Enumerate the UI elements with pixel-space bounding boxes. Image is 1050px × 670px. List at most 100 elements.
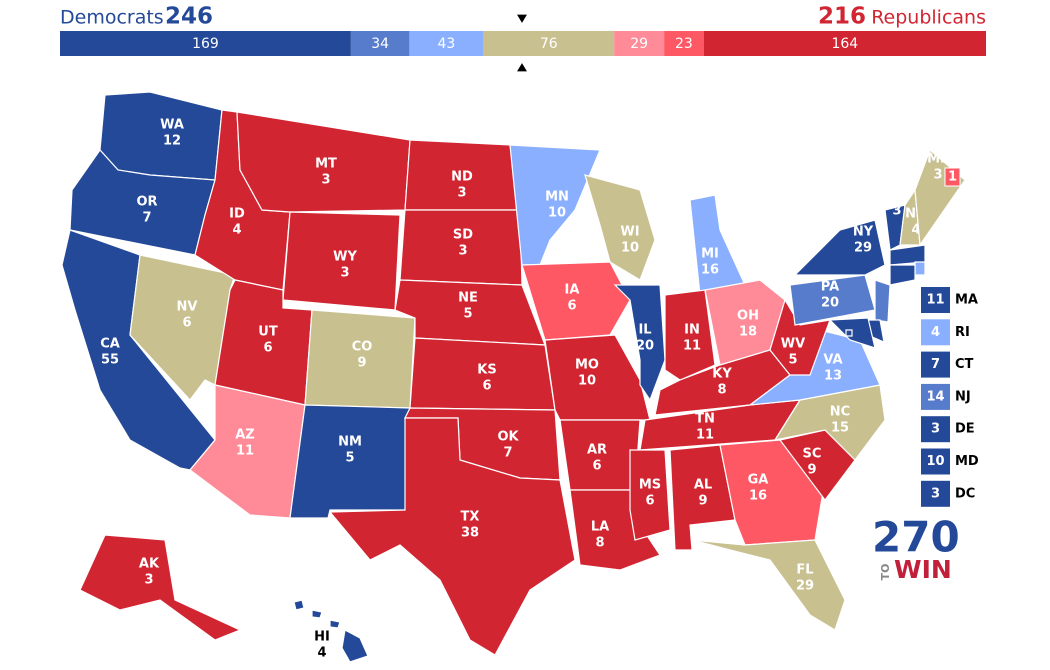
state-box	[921, 480, 950, 507]
state-abbr: ND	[451, 170, 473, 185]
marker-bottom	[514, 60, 530, 73]
state-shape	[689, 194, 746, 296]
state-box	[921, 287, 950, 313]
state-abbr: SC	[803, 447, 822, 462]
state-votes: 6	[567, 299, 576, 314]
state-shape	[328, 417, 576, 656]
state-abbr: PA	[821, 280, 839, 295]
state-votes: 9	[807, 463, 816, 478]
state-shape	[889, 264, 916, 286]
state-votes: 5	[345, 451, 354, 466]
state-votes: 3	[340, 266, 349, 281]
state-abbr: MA	[955, 293, 978, 308]
state-shape	[914, 261, 926, 276]
state-shape	[793, 219, 886, 276]
state-votes: 3	[931, 486, 940, 501]
state-shape	[845, 329, 853, 337]
dem-label: Democrats	[60, 7, 164, 29]
state-votes: 55	[101, 353, 119, 368]
state-abbr: FL	[796, 563, 813, 578]
state-votes: 6	[263, 341, 272, 356]
state-votes: 7	[931, 357, 940, 372]
state-box	[921, 383, 950, 410]
state-votes: 11	[926, 293, 944, 308]
bar-value: 23	[675, 36, 693, 52]
state-abbr: GA	[748, 473, 769, 488]
dem-total: 246	[165, 4, 213, 30]
state-abbr: TN	[695, 412, 715, 427]
state-shape	[329, 619, 341, 629]
state-votes: 20	[636, 339, 654, 354]
state-votes: 9	[698, 494, 707, 509]
state-abbr: OK	[497, 430, 519, 445]
state-abbr: AR	[587, 443, 607, 458]
state-abbr: AK	[139, 557, 160, 572]
bar-value: 76	[540, 36, 558, 52]
state-abbr: AZ	[235, 428, 255, 443]
state-votes: 5	[463, 307, 472, 322]
state-shape	[691, 539, 846, 631]
state-abbr: NY	[853, 225, 874, 240]
state-abbr: DE	[955, 422, 975, 437]
state-abbr: DC	[955, 486, 975, 501]
state-votes: 8	[595, 536, 604, 551]
bar-segment	[350, 31, 410, 56]
marker-top	[514, 13, 530, 26]
state-abbr: RI	[955, 325, 970, 340]
state-abbr: VA	[823, 353, 842, 368]
state-abbr: SD	[453, 228, 473, 243]
state-box	[921, 351, 950, 378]
state-votes: 6	[182, 316, 191, 331]
state-shape	[544, 334, 651, 421]
state-votes: 16	[701, 263, 719, 278]
logo-win: WIN	[894, 555, 952, 584]
rep-label: Republicans	[871, 7, 986, 29]
state-votes: 11	[683, 339, 701, 354]
state-abbr: CA	[100, 337, 120, 352]
district-box	[944, 167, 961, 187]
bar-value: 169	[192, 36, 219, 52]
state-votes: 12	[163, 134, 181, 149]
state-votes: 6	[645, 494, 654, 509]
state-abbr: IN	[684, 323, 700, 338]
state-shape	[293, 599, 305, 611]
state-votes: 3	[144, 573, 153, 588]
state-votes: 29	[796, 579, 814, 594]
bar-value: 29	[630, 36, 648, 52]
bar-segment	[614, 31, 665, 56]
state-votes: 38	[461, 526, 479, 541]
bar-value: 34	[371, 36, 389, 52]
state-votes: 4	[232, 223, 241, 238]
state-shape	[613, 284, 666, 402]
state-votes: 6	[592, 459, 601, 474]
state-votes: 9	[357, 356, 366, 371]
state-abbr: MI	[701, 247, 719, 262]
state-box	[921, 319, 950, 346]
tally-bar: 169 34 43 76 29 23 164	[60, 31, 986, 56]
state-votes: 10	[926, 454, 944, 469]
state-votes: 29	[854, 241, 872, 256]
state-abbr: NC	[830, 405, 850, 420]
state-shape	[584, 174, 656, 281]
state-box	[921, 416, 950, 443]
bar-value: 164	[831, 36, 858, 52]
state-votes: 4	[931, 325, 940, 340]
state-abbr: MD	[955, 454, 979, 469]
state-abbr: WY	[333, 250, 357, 265]
state-votes: 13	[824, 369, 842, 384]
state-abbr: NE	[458, 291, 478, 306]
state-box	[921, 448, 950, 475]
state-votes: 6	[482, 379, 491, 394]
state-votes: 5	[788, 353, 797, 368]
state-shape	[521, 261, 631, 341]
state-abbr: ME	[927, 152, 949, 167]
state-votes: 10	[548, 206, 566, 221]
us-map: WA12OR7CA55NV6ID4MT3WY3UT6AZ11CO9NM5ND3S…	[61, 91, 966, 663]
bar-segment	[483, 31, 615, 56]
state-abbr: HI	[314, 630, 330, 645]
state-abbr: WA	[160, 118, 184, 133]
small-state-list: 11 MA 4 RI 7 CT 14 NJ 3 DE 10 MD 3 DC	[921, 287, 979, 507]
state-abbr: MO	[575, 358, 599, 373]
state-votes: 3	[892, 204, 901, 219]
